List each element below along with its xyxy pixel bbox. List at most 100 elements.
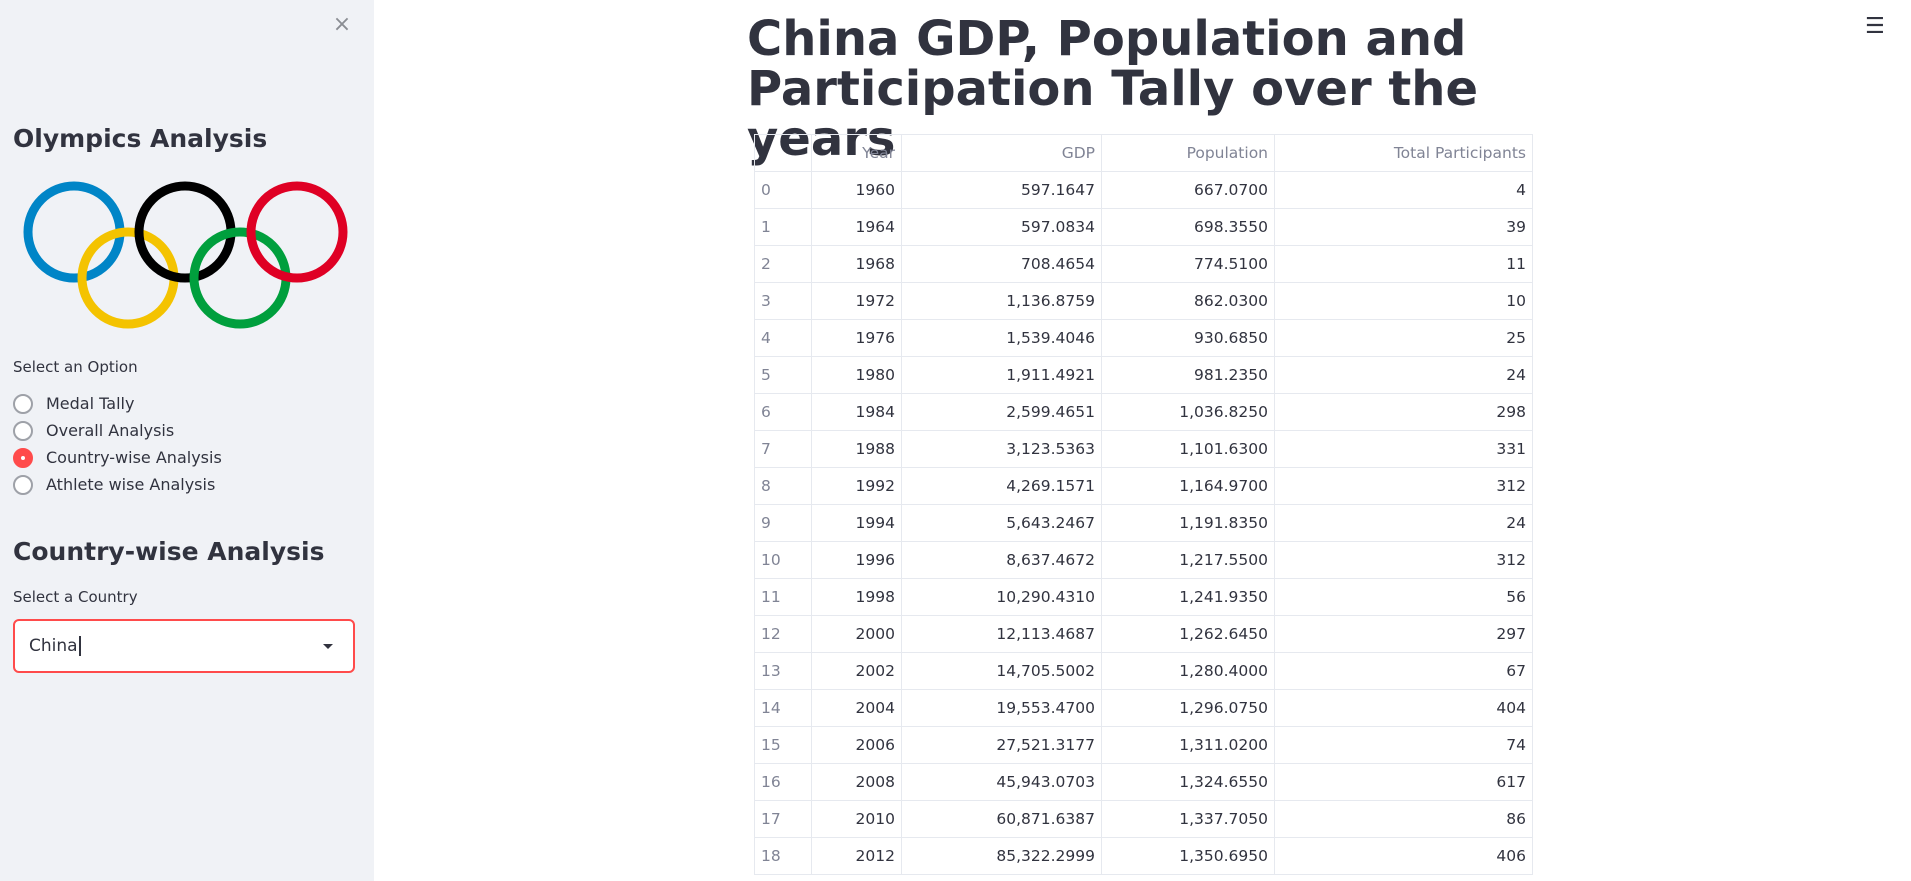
row-index-cell[interactable]: 8 [754, 467, 812, 505]
population-cell[interactable]: 1,262.6450 [1101, 615, 1275, 653]
gdp-cell[interactable]: 8,637.4672 [901, 541, 1102, 579]
gdp-cell[interactable]: 85,322.2999 [901, 837, 1102, 875]
population-cell[interactable]: 1,280.4000 [1101, 652, 1275, 690]
participants-cell[interactable]: 56 [1274, 578, 1533, 616]
row-index-cell[interactable]: 0 [754, 171, 812, 209]
row-index-cell[interactable]: 4 [754, 319, 812, 357]
participants-cell[interactable]: 312 [1274, 467, 1533, 505]
radio-button[interactable] [13, 393, 33, 414]
gdp-cell[interactable]: 10,290.4310 [901, 578, 1102, 616]
year-cell[interactable]: 1994 [811, 504, 902, 542]
dropdown-arrow-icon[interactable] [323, 644, 333, 649]
participants-cell[interactable]: 298 [1274, 393, 1533, 431]
year-cell[interactable]: 1996 [811, 541, 902, 579]
participants-cell[interactable]: 86 [1274, 800, 1533, 838]
row-index-cell[interactable]: 11 [754, 578, 812, 616]
population-cell[interactable]: 1,350.6950 [1101, 837, 1275, 875]
gdp-cell[interactable]: 3,123.5363 [901, 430, 1102, 468]
close-sidebar-icon[interactable]: × [332, 11, 352, 37]
population-cell[interactable]: 1,164.9700 [1101, 467, 1275, 505]
participants-cell[interactable]: 25 [1274, 319, 1533, 357]
data-table[interactable]: Year GDP Population Total Participants 0… [754, 134, 1533, 875]
participants-cell[interactable]: 297 [1274, 615, 1533, 653]
participants-cell[interactable]: 24 [1274, 504, 1533, 542]
participants-cell[interactable]: 67 [1274, 652, 1533, 690]
population-cell[interactable]: 1,191.8350 [1101, 504, 1275, 542]
year-cell[interactable]: 2008 [811, 763, 902, 801]
column-header-total-participants[interactable]: Total Participants [1274, 134, 1533, 172]
participants-cell[interactable]: 24 [1274, 356, 1533, 394]
gdp-cell[interactable]: 708.4654 [901, 245, 1102, 283]
participants-cell[interactable]: 312 [1274, 541, 1533, 579]
population-cell[interactable]: 774.5100 [1101, 245, 1275, 283]
gdp-cell[interactable]: 597.0834 [901, 208, 1102, 246]
participants-cell[interactable]: 74 [1274, 726, 1533, 764]
row-index-cell[interactable]: 9 [754, 504, 812, 542]
year-cell[interactable]: 1988 [811, 430, 902, 468]
radio-button[interactable] [13, 474, 33, 495]
participants-cell[interactable]: 39 [1274, 208, 1533, 246]
population-cell[interactable]: 1,241.9350 [1101, 578, 1275, 616]
row-index-cell[interactable]: 16 [754, 763, 812, 801]
radio-button-selected[interactable] [13, 447, 33, 468]
gdp-cell[interactable]: 12,113.4687 [901, 615, 1102, 653]
column-header-index[interactable] [754, 134, 812, 172]
year-cell[interactable]: 1984 [811, 393, 902, 431]
population-cell[interactable]: 862.0300 [1101, 282, 1275, 320]
row-index-cell[interactable]: 15 [754, 726, 812, 764]
gdp-cell[interactable]: 1,539.4046 [901, 319, 1102, 357]
row-index-cell[interactable]: 13 [754, 652, 812, 690]
gdp-cell[interactable]: 1,136.8759 [901, 282, 1102, 320]
population-cell[interactable]: 1,101.6300 [1101, 430, 1275, 468]
participants-cell[interactable]: 4 [1274, 171, 1533, 209]
year-cell[interactable]: 1976 [811, 319, 902, 357]
gdp-cell[interactable]: 14,705.5002 [901, 652, 1102, 690]
year-cell[interactable]: 2010 [811, 800, 902, 838]
radio-overall-analysis[interactable]: Overall Analysis [13, 417, 222, 444]
year-cell[interactable]: 1998 [811, 578, 902, 616]
hamburger-menu-icon[interactable]: ☰ [1865, 14, 1885, 39]
row-index-cell[interactable]: 12 [754, 615, 812, 653]
data-table-wrapper[interactable]: Year GDP Population Total Participants 0… [754, 134, 1533, 875]
row-index-cell[interactable]: 17 [754, 800, 812, 838]
country-select[interactable]: China [13, 619, 355, 673]
year-cell[interactable]: 2004 [811, 689, 902, 727]
column-header-population[interactable]: Population [1101, 134, 1275, 172]
population-cell[interactable]: 930.6850 [1101, 319, 1275, 357]
population-cell[interactable]: 981.2350 [1101, 356, 1275, 394]
population-cell[interactable]: 1,324.6550 [1101, 763, 1275, 801]
country-select-value[interactable]: China [29, 636, 81, 656]
population-cell[interactable]: 1,311.0200 [1101, 726, 1275, 764]
gdp-cell[interactable]: 19,553.4700 [901, 689, 1102, 727]
gdp-cell[interactable]: 60,871.6387 [901, 800, 1102, 838]
population-cell[interactable]: 1,296.0750 [1101, 689, 1275, 727]
year-cell[interactable]: 2006 [811, 726, 902, 764]
participants-cell[interactable]: 406 [1274, 837, 1533, 875]
gdp-cell[interactable]: 597.1647 [901, 171, 1102, 209]
radio-country-wise-analysis[interactable]: Country-wise Analysis [13, 444, 222, 471]
gdp-cell[interactable]: 4,269.1571 [901, 467, 1102, 505]
participants-cell[interactable]: 11 [1274, 245, 1533, 283]
population-cell[interactable]: 1,036.8250 [1101, 393, 1275, 431]
year-cell[interactable]: 2002 [811, 652, 902, 690]
year-cell[interactable]: 1992 [811, 467, 902, 505]
year-cell[interactable]: 2000 [811, 615, 902, 653]
year-cell[interactable]: 1980 [811, 356, 902, 394]
row-index-cell[interactable]: 18 [754, 837, 812, 875]
gdp-cell[interactable]: 1,911.4921 [901, 356, 1102, 394]
row-index-cell[interactable]: 10 [754, 541, 812, 579]
year-cell[interactable]: 1968 [811, 245, 902, 283]
row-index-cell[interactable]: 7 [754, 430, 812, 468]
radio-button[interactable] [13, 420, 33, 441]
gdp-cell[interactable]: 45,943.0703 [901, 763, 1102, 801]
row-index-cell[interactable]: 1 [754, 208, 812, 246]
participants-cell[interactable]: 331 [1274, 430, 1533, 468]
row-index-cell[interactable]: 3 [754, 282, 812, 320]
row-index-cell[interactable]: 14 [754, 689, 812, 727]
population-cell[interactable]: 1,337.7050 [1101, 800, 1275, 838]
gdp-cell[interactable]: 27,521.3177 [901, 726, 1102, 764]
year-cell[interactable]: 1964 [811, 208, 902, 246]
column-header-gdp[interactable]: GDP [901, 134, 1102, 172]
year-cell[interactable]: 1960 [811, 171, 902, 209]
participants-cell[interactable]: 617 [1274, 763, 1533, 801]
